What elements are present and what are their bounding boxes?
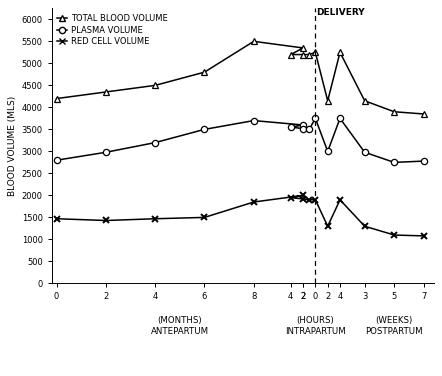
Text: (HOURS)
INTRAPARTUM: (HOURS) INTRAPARTUM <box>285 317 346 336</box>
Legend: TOTAL BLOOD VOLUME, PLASMA VOLUME, RED CELL VOLUME: TOTAL BLOOD VOLUME, PLASMA VOLUME, RED C… <box>56 12 169 48</box>
Text: (MONTHS)
ANTEPARTUM: (MONTHS) ANTEPARTUM <box>151 317 209 336</box>
Text: DELIVERY: DELIVERY <box>316 8 365 17</box>
Text: (WEEKS)
POSTPARTUM: (WEEKS) POSTPARTUM <box>366 317 423 336</box>
Y-axis label: BLOOD VOLUME (MLS): BLOOD VOLUME (MLS) <box>8 96 17 196</box>
